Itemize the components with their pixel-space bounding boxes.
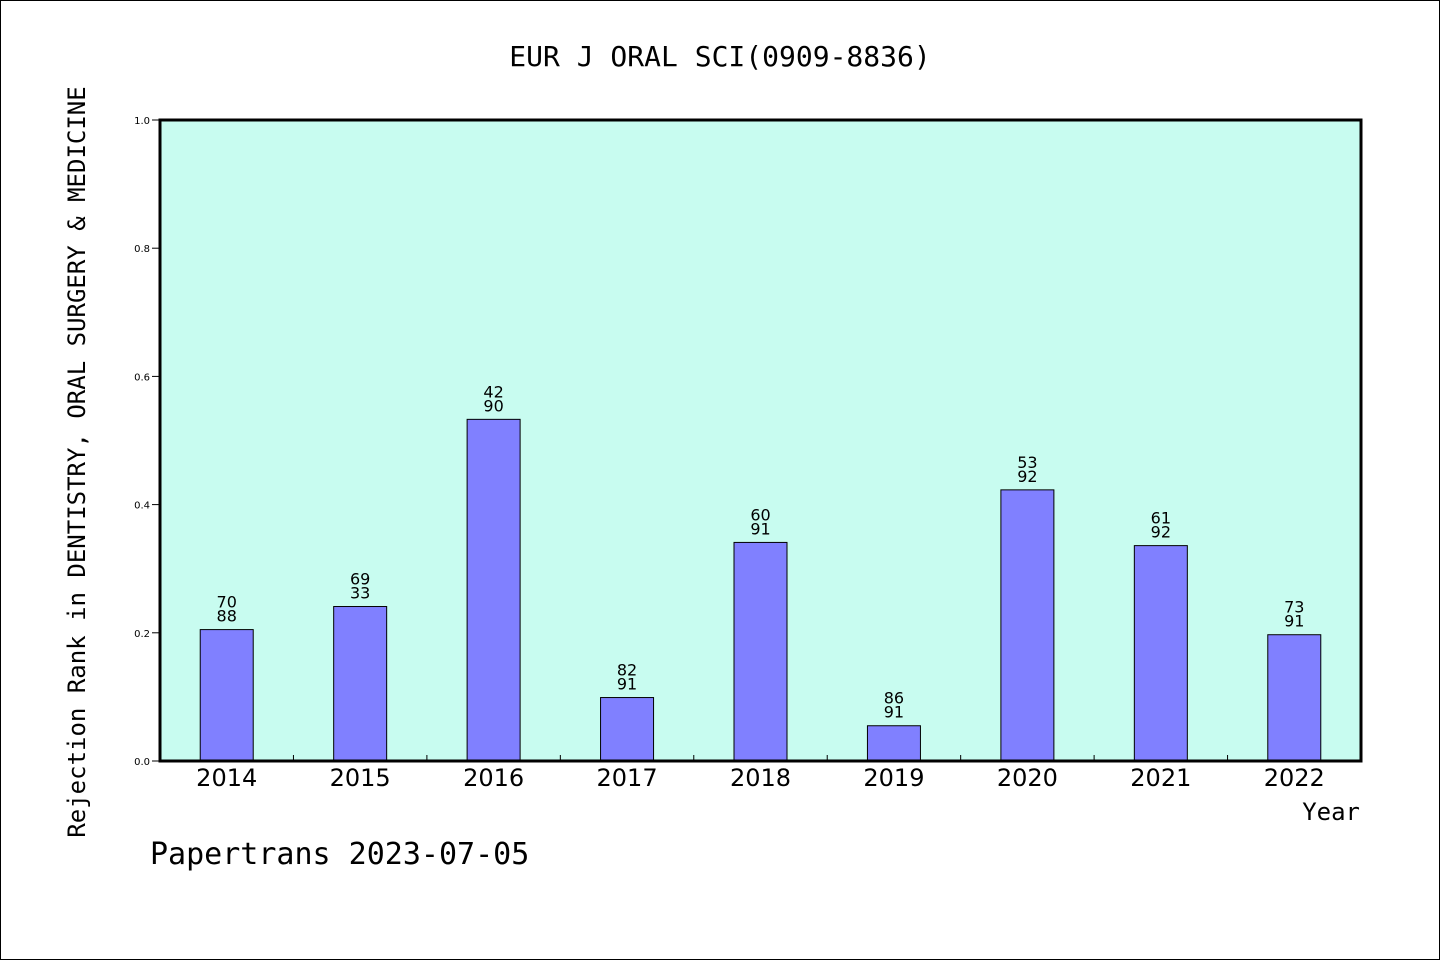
bar-label-bottom-2020: 92 xyxy=(1017,467,1037,486)
bar-2022 xyxy=(1267,634,1322,762)
y-tick-label: 0.4 xyxy=(134,501,150,512)
bar-2021 xyxy=(1133,545,1188,762)
bar-label-top-2015: 69 xyxy=(350,570,370,589)
bar-label-top-2019: 86 xyxy=(884,689,904,708)
bar-2014 xyxy=(199,629,254,762)
bar-2020 xyxy=(1000,489,1055,762)
bar-label-top-2016: 42 xyxy=(483,382,503,401)
bar-label-bottom-2014: 88 xyxy=(217,607,237,626)
x-tick-label-2015: 2015 xyxy=(330,764,391,792)
bar-label-bottom-2021: 92 xyxy=(1151,523,1171,542)
y-tick-label: 1.0 xyxy=(134,116,150,127)
bar-label-top-2018: 60 xyxy=(750,505,770,524)
bar-label-top-2022: 73 xyxy=(1284,598,1304,617)
bar-2015 xyxy=(333,606,388,762)
bar-label-bottom-2018: 91 xyxy=(750,519,770,538)
bar-label-top-2014: 70 xyxy=(217,593,237,612)
x-tick-label-2021: 2021 xyxy=(1130,764,1191,792)
x-tick-label-2019: 2019 xyxy=(863,764,924,792)
bar-label-bottom-2017: 91 xyxy=(617,675,637,694)
x-tick-label-2014: 2014 xyxy=(196,764,257,792)
x-axis-ticks: 2014 2015 2016 2017 2018 2019 2020 2021 2022 xyxy=(196,755,1325,792)
footer-credit: Papertrans 2023-07-05 xyxy=(150,837,529,872)
bar-label-bottom-2022: 91 xyxy=(1284,612,1304,631)
bar-label-top-2020: 53 xyxy=(1017,453,1037,472)
y-tick-label: 0.0 xyxy=(134,757,150,768)
bar-2019 xyxy=(866,725,921,762)
y-tick-label: 0.8 xyxy=(134,244,150,255)
x-tick-label-2018: 2018 xyxy=(730,764,791,792)
bar-label-bottom-2019: 91 xyxy=(884,703,904,722)
bar-label-top-2021: 61 xyxy=(1151,509,1171,528)
x-axis-label: Year xyxy=(1302,798,1360,826)
x-tick-label-2016: 2016 xyxy=(463,764,524,792)
y-tick-label: 0.2 xyxy=(134,629,150,640)
chart-title: EUR J ORAL SCI(0909-8836) xyxy=(509,40,930,73)
bar-label-bottom-2016: 90 xyxy=(483,396,503,415)
bar-2016 xyxy=(466,418,521,762)
x-tick-label-2017: 2017 xyxy=(597,764,658,792)
plot-frame xyxy=(158,118,1363,763)
bar-2017 xyxy=(600,697,655,762)
x-tick-label-2020: 2020 xyxy=(997,764,1058,792)
y-tick-label: 0.6 xyxy=(134,372,150,383)
bar-2018 xyxy=(733,541,788,762)
bar-label-bottom-2015: 33 xyxy=(350,584,370,603)
bar-label-top-2017: 82 xyxy=(617,661,637,680)
y-axis-label: Rejection Rank in DENTISTRY, ORAL SURGER… xyxy=(63,86,91,837)
x-tick-label-2022: 2022 xyxy=(1264,764,1325,792)
